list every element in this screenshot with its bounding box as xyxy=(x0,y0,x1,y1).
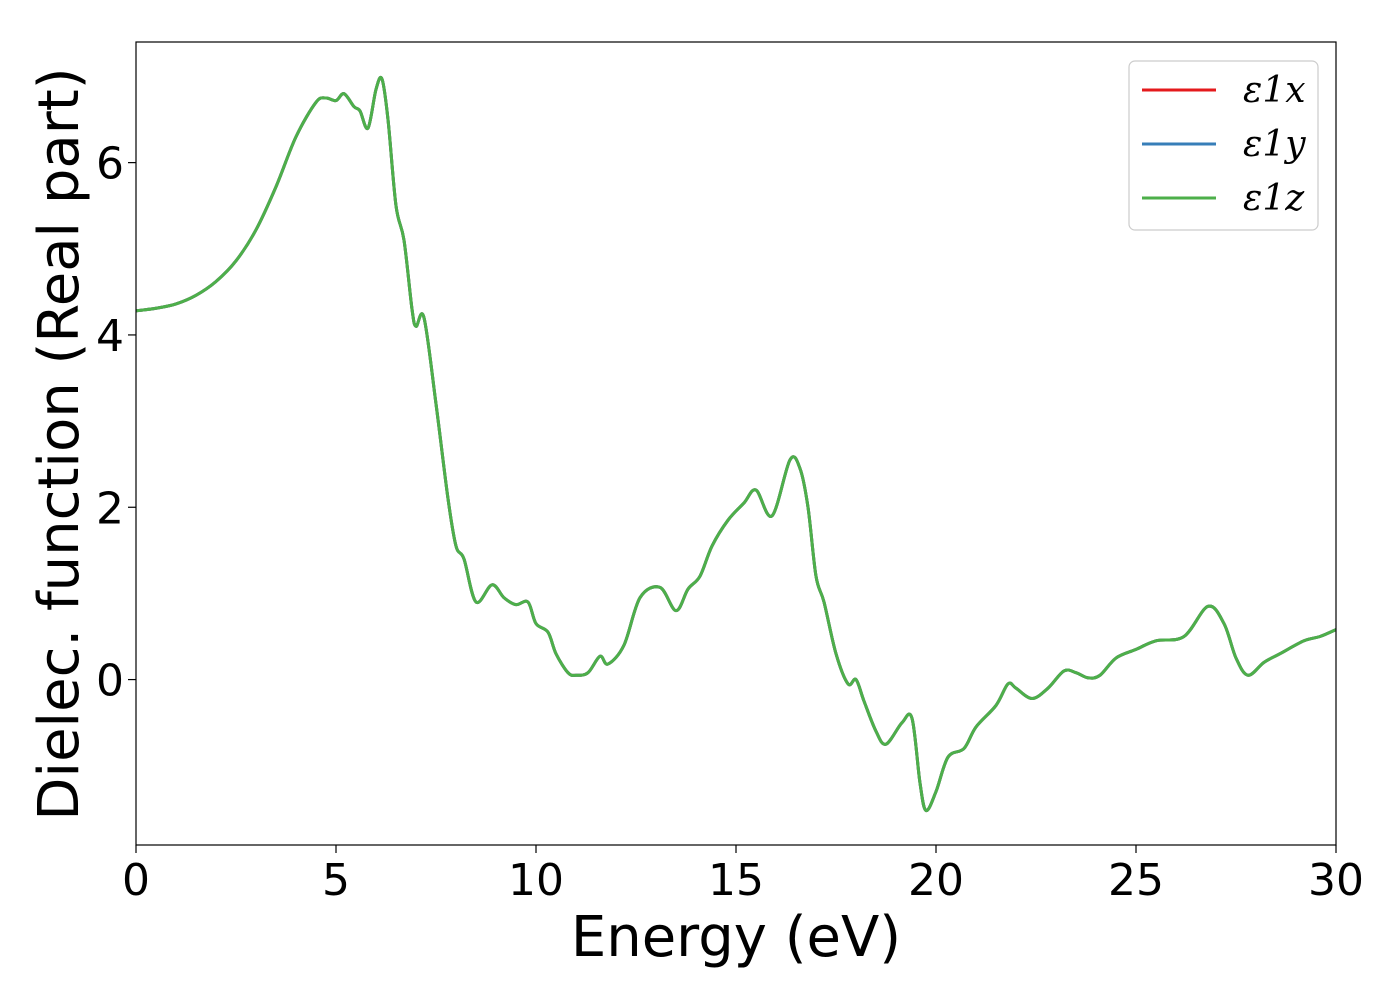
x-axis-label: Energy (eV) xyxy=(571,905,901,970)
series-lines xyxy=(136,75,1336,813)
legend-label: ε1x xyxy=(1243,70,1306,111)
x-tick-label: 15 xyxy=(708,855,764,906)
x-tick-label: 30 xyxy=(1308,855,1364,906)
legend: ε1x ε1y ε1z xyxy=(1128,60,1319,231)
plot-frame xyxy=(135,41,1337,846)
legend-label: ε1y xyxy=(1243,124,1306,165)
x-tick-label: 25 xyxy=(1108,855,1164,906)
axis-ticks: 0 5 10 15 20 25 30 0 2 4 6 xyxy=(96,139,1364,906)
legend-label: ε1z xyxy=(1243,178,1305,219)
y-tick-label: 4 xyxy=(96,311,124,362)
x-tick-label: 20 xyxy=(908,855,964,906)
y-tick-label: 2 xyxy=(96,483,124,534)
x-tick-label: 10 xyxy=(508,855,564,906)
y-axis-label: Dielec. function (Real part) xyxy=(27,67,92,820)
series-line-3 xyxy=(136,75,1336,813)
legend-box xyxy=(1128,60,1319,231)
y-tick-label: 0 xyxy=(96,656,124,707)
x-tick-label: 0 xyxy=(122,855,150,906)
y-tick-label: 6 xyxy=(96,139,124,190)
x-tick-label: 5 xyxy=(322,855,350,906)
